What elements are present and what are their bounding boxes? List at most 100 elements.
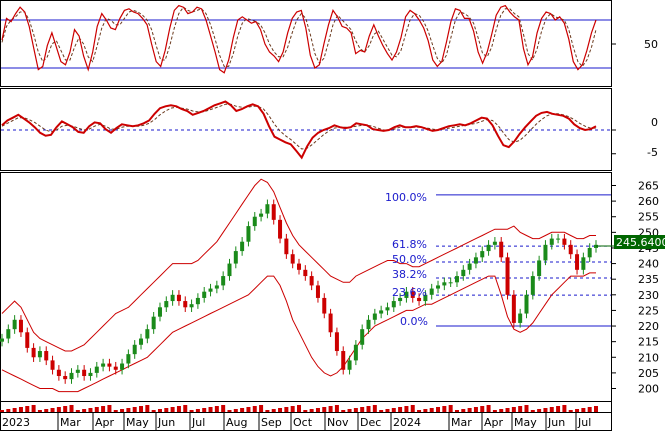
candle-body [290, 254, 295, 264]
candle-body [436, 285, 441, 289]
volume-bar [480, 406, 485, 412]
macd-tick-label-minus5: -5 [647, 146, 658, 159]
macd-signal-line [1, 103, 596, 150]
volume-bar [511, 407, 516, 412]
volume-bar [423, 409, 428, 412]
candle-body [170, 294, 175, 302]
volume-bar [69, 405, 74, 412]
candle-body [505, 257, 510, 295]
candle-body [195, 297, 200, 305]
candle-body [164, 301, 169, 308]
candle-body [410, 291, 415, 298]
candle-body [139, 338, 144, 345]
volume-bar [436, 407, 441, 412]
x-tick-label: 2024 [393, 416, 421, 429]
candle-body [25, 332, 30, 348]
last-price-label: 245.6400 [616, 236, 665, 249]
candle-body [56, 369, 61, 377]
volume-bar [309, 409, 314, 412]
volume-bar [360, 407, 365, 412]
volume-bar [379, 410, 384, 412]
volume-bar [227, 410, 232, 412]
candle-body [429, 288, 434, 295]
volume-bar [271, 409, 276, 412]
x-tick-label: Sep [261, 416, 282, 429]
volume-bar [410, 405, 415, 412]
fib-label-38-2: 38.2% [392, 268, 427, 281]
volume-bar [391, 408, 396, 412]
volume-bar [505, 408, 510, 412]
stochastic-panel [1, 4, 616, 74]
volume-bar [454, 410, 459, 412]
volume-bar [208, 407, 213, 412]
volume-bar [189, 410, 194, 412]
volume-bar [44, 409, 49, 412]
candle-body [587, 247, 592, 258]
volume-bar [113, 410, 118, 412]
volume-bar [284, 407, 289, 412]
candle-body [353, 344, 358, 361]
price-tick-label: 210 [638, 351, 659, 364]
price-tick-label: 230 [638, 289, 659, 302]
price-tick-label: 255 [638, 211, 659, 224]
candle-body [69, 372, 74, 380]
candle-body [246, 226, 251, 242]
candle-body [227, 263, 232, 277]
candle-body [265, 204, 270, 214]
candle-body [82, 369, 87, 377]
x-tick-label: May [514, 416, 537, 429]
lower-band-line [1, 272, 596, 393]
volume-bar [315, 408, 320, 412]
price-tick-label: 205 [638, 367, 659, 380]
candle-body [233, 251, 238, 264]
volume-bar [568, 410, 573, 412]
candle-body [492, 241, 497, 245]
volume-bar [334, 405, 339, 412]
volume-bar [290, 406, 295, 412]
candle-body [461, 269, 466, 277]
volume-bar [417, 410, 422, 412]
price-tick-label: 225 [638, 304, 659, 317]
candle-body [480, 251, 485, 258]
candle-body [398, 297, 403, 302]
x-tick-label: Oct [293, 416, 313, 429]
volume-bar [195, 409, 200, 412]
price-panel-frame [0, 172, 612, 402]
candle-body [379, 310, 384, 314]
volume-bar [398, 407, 403, 412]
volume-bar [341, 410, 346, 412]
volume-bar [518, 406, 523, 412]
volume-bar [176, 406, 181, 412]
x-tick-label: May [126, 416, 149, 429]
volume-bar [499, 409, 504, 412]
volume-bar [543, 408, 548, 412]
candle-body [132, 344, 137, 355]
candle-body [145, 329, 150, 339]
candle-body [151, 316, 156, 330]
fib-label-0: 0.0% [400, 315, 428, 328]
x-tick-label: Nov [327, 416, 349, 429]
x-tick-label: Aug [226, 416, 247, 429]
last-price-tag [614, 235, 665, 249]
volume-bar [562, 405, 567, 412]
candle-body [448, 282, 453, 284]
stoch-signal-line [1, 6, 597, 68]
x-tick-label: Dec [360, 416, 381, 429]
candle-body [360, 329, 365, 345]
candle-body [208, 288, 213, 292]
candle-body [303, 269, 308, 277]
x-tick-label: Jun [157, 416, 175, 429]
candle-body [568, 244, 573, 255]
candle-body [524, 294, 529, 314]
candle-body [473, 257, 478, 264]
candle-body [518, 313, 523, 323]
volume-bar [6, 409, 11, 412]
volume-bar [126, 408, 131, 412]
volume-bar [347, 409, 352, 412]
candle-body [391, 301, 396, 308]
volume-bar [157, 409, 162, 412]
candle-body [189, 304, 194, 308]
volume-bar [549, 407, 554, 412]
candle-body [454, 276, 459, 283]
